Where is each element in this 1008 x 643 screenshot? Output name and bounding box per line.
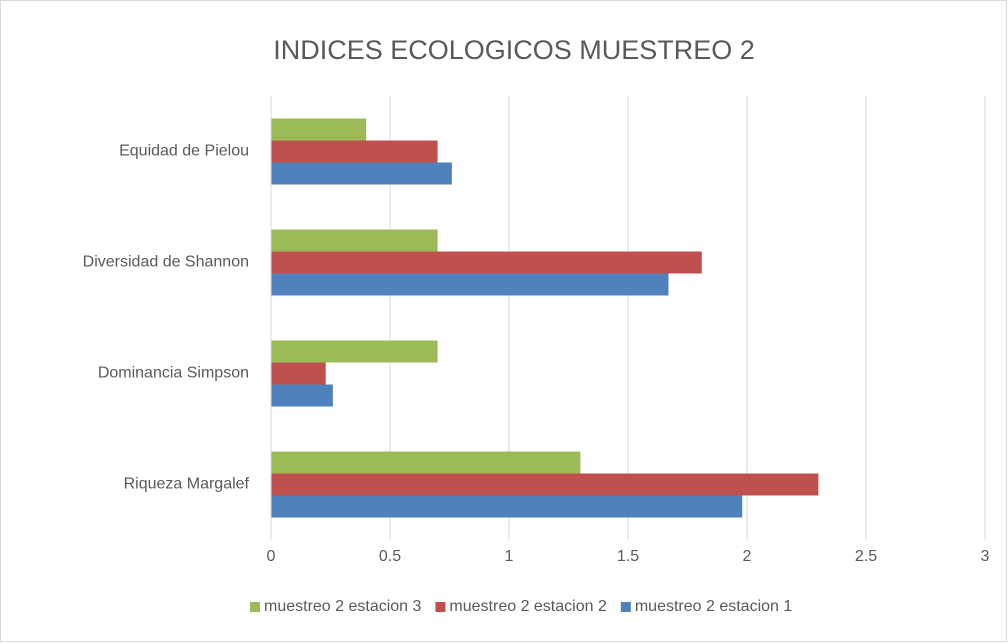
legend-swatch [250,602,260,612]
x-tick-label: 3 [981,548,990,565]
bar [271,384,333,407]
y-tick-label: Dominancia Simpson [98,365,249,382]
bar [271,451,581,474]
bar [271,251,702,274]
legend-label: muestreo 2 estacion 2 [449,598,607,615]
bar [271,473,819,496]
bar [271,118,367,141]
y-tick-label: Equidad de Pielou [119,143,249,160]
legend-label: muestreo 2 estacion 3 [264,598,422,615]
legend-swatch [620,602,631,612]
y-tick-label: Riqueza Margalef [124,476,250,493]
x-tick-label: 1.5 [617,548,639,565]
bar [271,495,743,518]
legend-label: muestreo 2 estacion 1 [635,598,793,615]
chart-title: INDICES ECOLOGICOS MUESTREO 2 [273,35,755,65]
bar [271,340,438,363]
x-tick-label: 2.5 [855,548,877,565]
x-tick-label: 1 [505,548,514,565]
legend-swatch [435,602,446,612]
bar [271,229,438,252]
y-tick-label: Diversidad de Shannon [83,254,249,271]
bar [271,273,669,296]
x-tick-label: 0.5 [379,548,401,565]
bar [271,362,326,385]
x-tick-label: 2 [743,548,752,565]
bar [271,140,438,163]
x-tick-label: 0 [267,548,276,565]
bar [271,162,452,185]
